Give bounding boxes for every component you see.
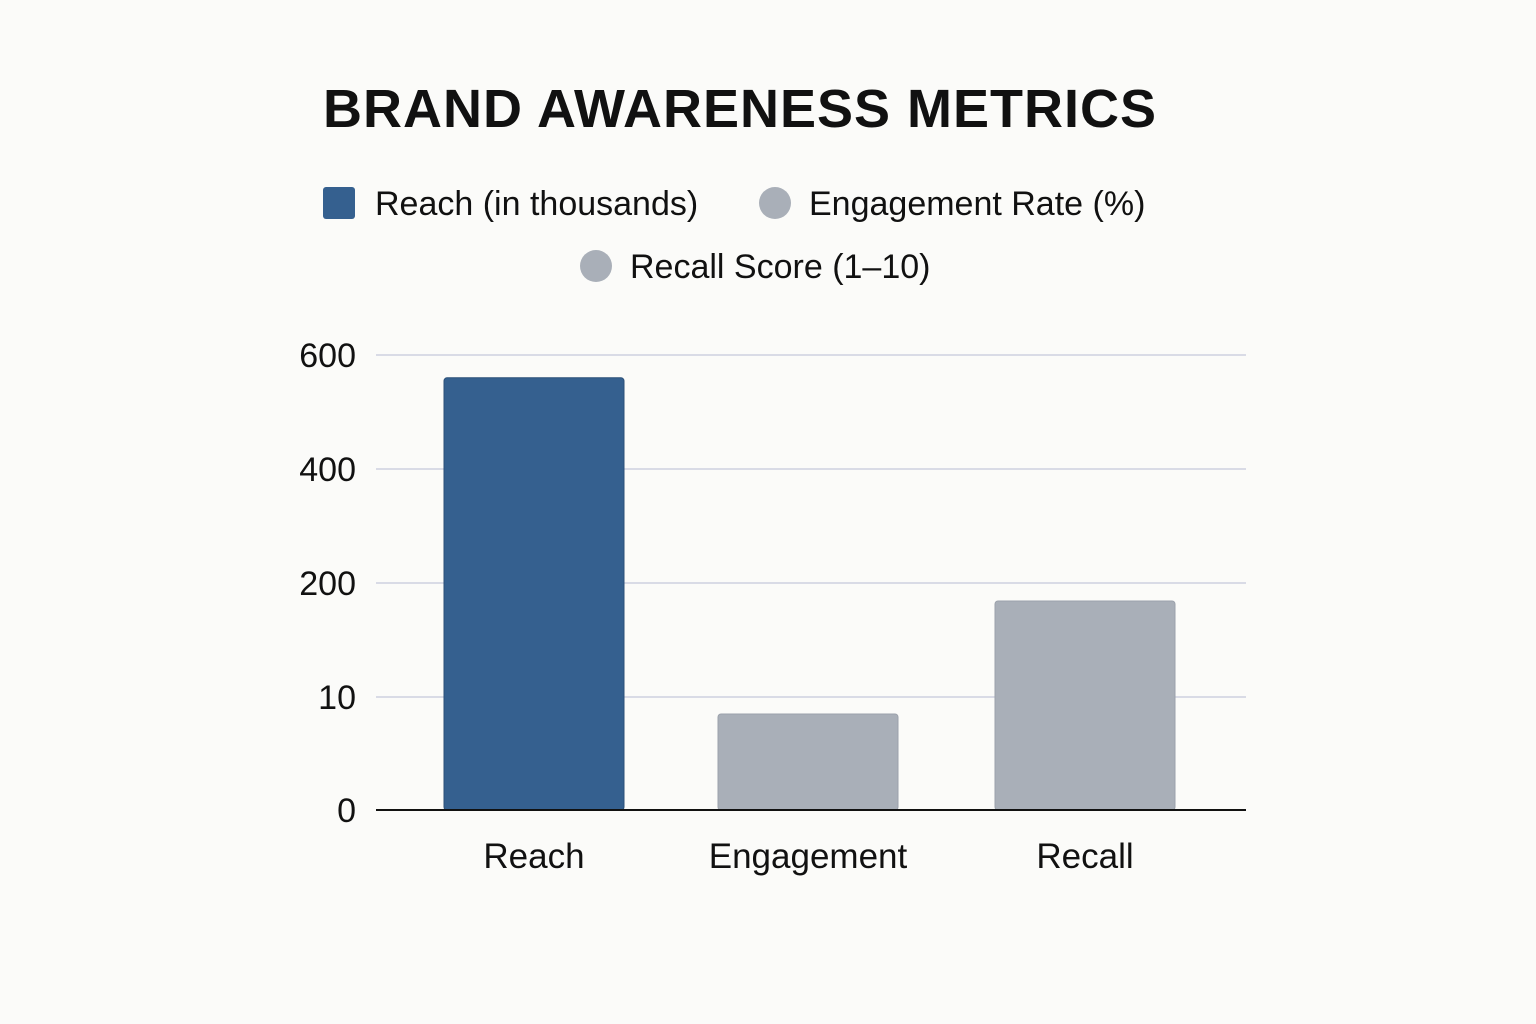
bar-reach [443,377,625,811]
x-tick-label-engagement: Engagement [709,837,908,876]
x-tick-label-reach: Reach [483,837,584,876]
chart-legend: Reach (in thousands) Engagement Rate (%) R… [323,185,1145,286]
x-tick-label-recall: Recall [1036,837,1133,876]
legend-marker-1 [759,187,791,219]
y-tick-label-4: 0 [337,792,356,830]
bar-recall [994,600,1176,811]
y-tick-label-3: 10 [318,679,356,717]
legend-label-1: Engagement Rate (%) [809,185,1145,223]
y-axis: 600 400 200 10 0 [299,337,356,830]
x-axis: Reach Engagement Recall [376,809,1246,876]
legend-marker-0 [323,187,355,219]
chart-title: BRAND AWARENESS METRICS [323,79,1157,139]
legend-label-2: Recall Score (1–10) [630,248,930,286]
chart-bars [443,377,1176,811]
bar-engagement [717,713,899,811]
y-tick-label-1: 400 [299,451,356,489]
legend-marker-2 [580,250,612,282]
y-tick-label-0: 600 [299,337,356,375]
y-tick-label-2: 200 [299,565,356,603]
legend-label-0: Reach (in thousands) [375,185,698,223]
